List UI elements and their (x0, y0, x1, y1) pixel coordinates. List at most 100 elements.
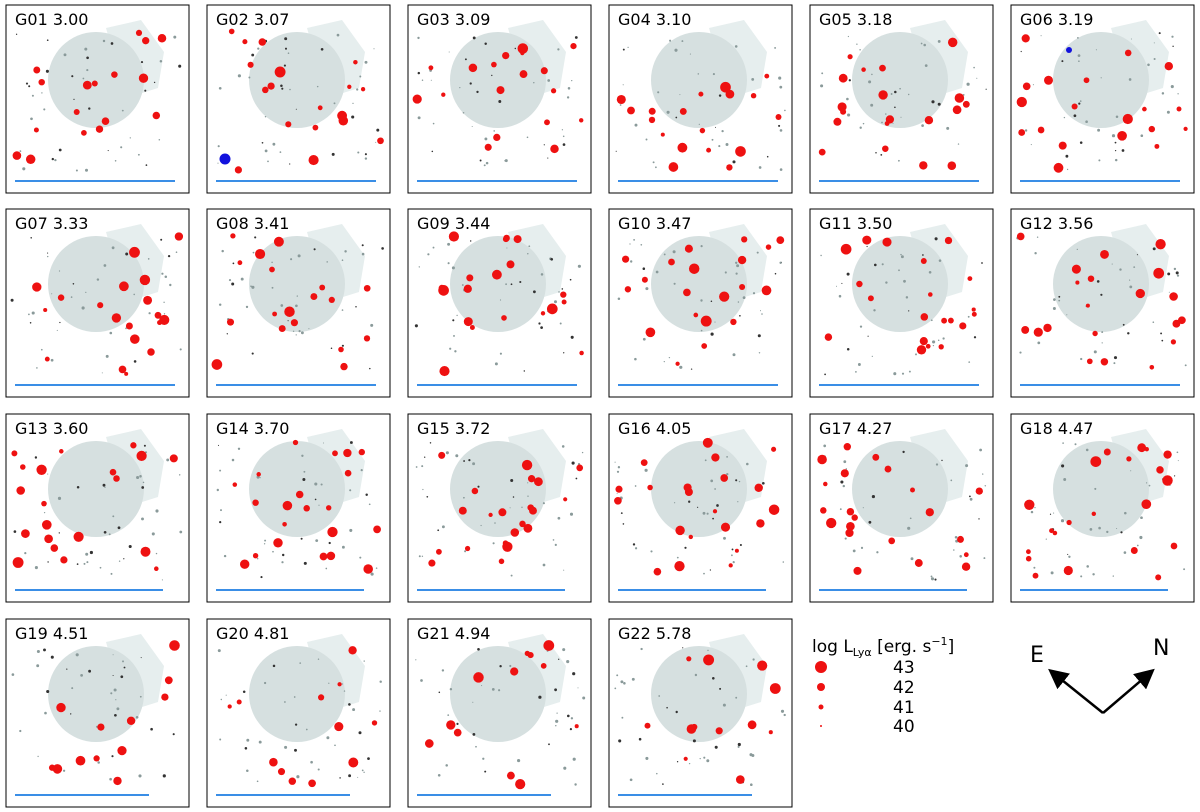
background-source (47, 561, 49, 563)
field-coverage-disk (651, 236, 747, 332)
lya-emitter-marker (130, 334, 140, 344)
background-source (510, 574, 513, 577)
background-source (75, 169, 78, 172)
background-source (1019, 351, 1022, 354)
lya-emitter-marker (914, 559, 923, 567)
background-source (348, 703, 351, 706)
field-coverage-disk (651, 646, 747, 742)
background-source (759, 310, 762, 312)
panel-title: G15 3.72 (417, 419, 490, 438)
background-source (160, 238, 163, 241)
lya-emitter-marker (143, 295, 153, 305)
background-source (1066, 168, 1069, 171)
lya-emitter-marker (861, 67, 866, 72)
background-source (34, 456, 38, 459)
background-source (716, 504, 719, 507)
panel-g19: G19 4.51 (5, 618, 190, 808)
background-source (355, 306, 357, 308)
background-source (842, 484, 845, 488)
lya-emitter-marker (358, 448, 365, 456)
lya-emitter-marker (284, 306, 295, 317)
lya-emitter-marker (334, 722, 344, 732)
background-source (470, 240, 472, 242)
background-source (873, 263, 877, 267)
lya-emitter-marker (699, 127, 706, 134)
legend-label-42: 42 (893, 678, 915, 698)
background-source (129, 137, 131, 139)
panel-title: G20 4.81 (216, 624, 289, 643)
panel-g09: G09 3.44 (407, 208, 592, 398)
background-source (1061, 60, 1064, 63)
background-source (1036, 236, 1039, 238)
background-source (320, 47, 324, 51)
background-source (116, 707, 120, 711)
background-source (1123, 551, 1127, 554)
background-source (714, 321, 716, 323)
background-source (1133, 266, 1136, 268)
background-source (702, 511, 706, 515)
background-source (421, 79, 424, 81)
lya-emitter-marker (32, 282, 42, 292)
background-source (267, 160, 269, 163)
lya-emitter-marker (60, 556, 68, 564)
background-source (1030, 510, 1034, 514)
lya-emitter-marker (1137, 443, 1147, 453)
background-source (432, 122, 435, 125)
background-source (101, 372, 103, 374)
background-source (108, 533, 111, 536)
lya-emitter-marker (109, 468, 117, 476)
background-source (280, 304, 284, 307)
background-source (1153, 42, 1155, 44)
background-source (885, 113, 887, 115)
lya-emitter-marker (519, 70, 528, 79)
lya-emitter-marker (1033, 327, 1043, 337)
background-source (316, 85, 319, 88)
background-source (1129, 279, 1131, 281)
lya-emitter-marker (1144, 447, 1149, 452)
background-source (674, 48, 678, 52)
background-source (456, 722, 459, 726)
background-source (284, 745, 288, 749)
lya-emitter-marker (534, 477, 543, 487)
background-source (684, 546, 687, 549)
lya-emitter-marker (660, 132, 665, 137)
background-source (709, 569, 712, 571)
lya-emitter-marker (757, 660, 768, 671)
background-source (317, 658, 320, 660)
lya-emitter-marker (1053, 162, 1064, 173)
lya-emitter-marker (164, 676, 173, 685)
background-source (363, 771, 365, 774)
lya-emitter-marker (282, 522, 287, 527)
background-source (110, 692, 113, 695)
lya-emitter-marker (448, 231, 459, 242)
lya-emitter-marker (126, 716, 136, 725)
background-source (339, 777, 341, 779)
lya-emitter-marker (679, 107, 687, 115)
lya-emitter-marker (862, 235, 872, 245)
lya-emitter-marker (641, 276, 648, 283)
background-source (178, 474, 181, 476)
background-source (472, 701, 474, 703)
background-source (737, 742, 741, 747)
background-source (217, 162, 219, 164)
background-source (1136, 544, 1139, 547)
background-source (167, 254, 171, 258)
background-source (779, 129, 783, 132)
background-source (88, 107, 91, 110)
background-source (574, 783, 577, 786)
background-source (862, 507, 864, 509)
lya-emitter-marker (720, 474, 729, 482)
lya-emitter-marker (677, 142, 688, 153)
background-source (738, 480, 741, 483)
lya-emitter-marker (768, 504, 780, 515)
lya-emitter-marker (647, 484, 653, 491)
background-source (909, 517, 912, 520)
legend-marker-42 (817, 683, 825, 691)
background-source (417, 116, 421, 120)
background-source (732, 561, 735, 564)
background-source (732, 160, 736, 164)
background-source (712, 73, 715, 76)
background-source (968, 361, 971, 363)
background-source (721, 129, 724, 133)
background-source (472, 36, 476, 40)
